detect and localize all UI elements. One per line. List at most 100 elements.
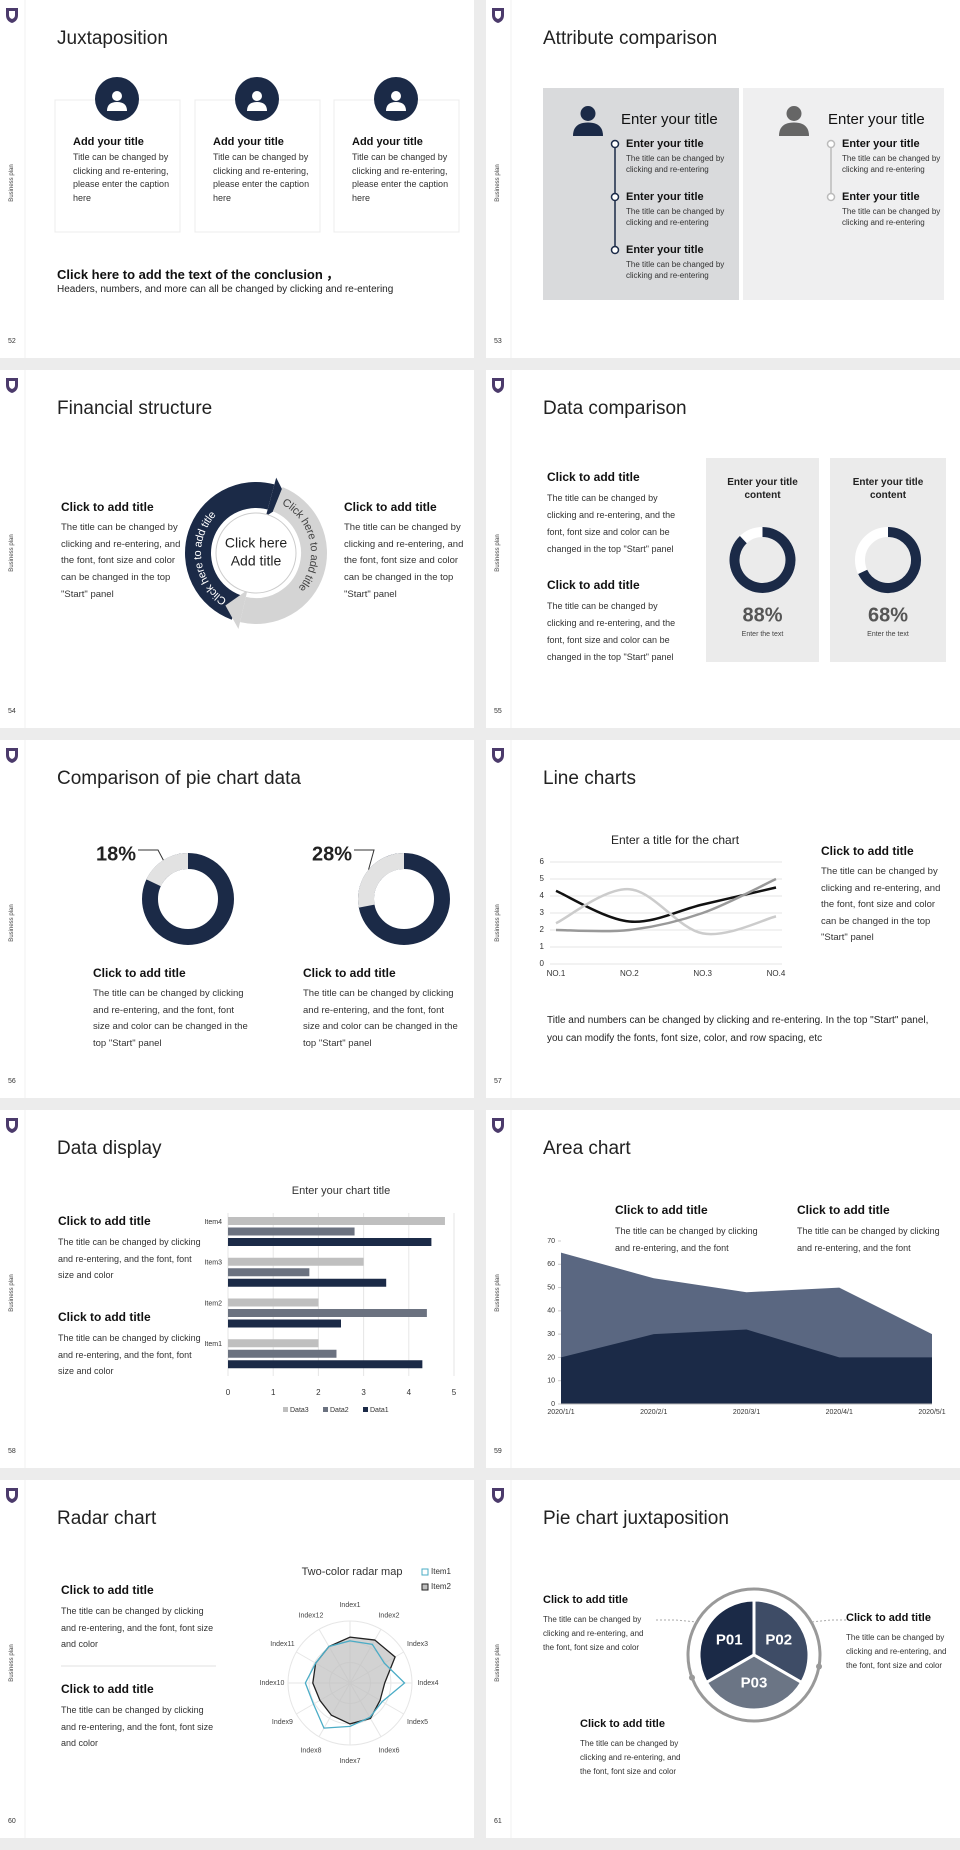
block-title: Click to add title (303, 966, 396, 980)
slide-graphics (6, 0, 460, 358)
block-title: Click to add title (58, 1214, 151, 1228)
line (555, 887, 777, 936)
page-number: 52 (8, 338, 16, 345)
slide: Click here to add title Click here to add… (0, 370, 474, 728)
block-title: Click to add title (797, 1203, 890, 1217)
arrow-arc (185, 482, 275, 620)
block-text: The title can be changed by clicking and… (797, 1226, 940, 1253)
chart-title: Enter a title for the chart (611, 833, 740, 847)
hub-label: Add title (231, 553, 282, 569)
logo (495, 1121, 501, 1129)
donut-arc (729, 527, 796, 593)
y-tick-label: 70 (547, 1238, 555, 1245)
radar-label: Index2 (378, 1612, 399, 1619)
ring-dot (815, 1663, 822, 1670)
panel (743, 88, 944, 300)
y-tick-label: 6 (540, 857, 545, 866)
timeline-dot (610, 139, 620, 149)
slide: 88% Enter the text 68% Enter the text Busine… (486, 370, 960, 728)
donut-arc (146, 853, 189, 887)
bar (228, 1278, 387, 1287)
radar-label: Index6 (378, 1747, 399, 1754)
slide-graphics: Two-color radar map Index1 Index2 Index3 Ind… (6, 1480, 452, 1838)
connector (811, 1619, 846, 1623)
block-text: The title can be changed by clicking and… (58, 1237, 201, 1280)
slide-title: Line charts (543, 768, 636, 789)
y-tick-label: 0 (551, 1401, 555, 1408)
bar (228, 1360, 423, 1369)
hub-label: Click here (225, 535, 287, 551)
x-tick-label: 2020/1/1 (547, 1409, 574, 1416)
ring-dot (688, 1674, 695, 1681)
side-label: Business plan (495, 534, 501, 572)
slide-title: Comparison of pie chart data (57, 768, 301, 789)
bar (228, 1268, 310, 1277)
y-tick-label: 30 (547, 1331, 555, 1338)
page-number: 61 (494, 1818, 502, 1825)
conclusion-title: Click here to add the text of the conclu… (57, 267, 340, 282)
line (555, 886, 777, 923)
side-label: Business plan (495, 1274, 501, 1312)
donut-arc (358, 853, 405, 908)
bar (228, 1227, 355, 1236)
slide-graphics: 88% Enter the text 68% Enter the text (492, 370, 946, 728)
chart-title: Two-color radar map (302, 1566, 403, 1578)
block-title: Click to add title (821, 844, 914, 858)
x-tick-label: NO.1 (547, 969, 566, 978)
y-tick-label: 20 (547, 1354, 555, 1361)
icon (247, 102, 267, 111)
card-title: Add your title (213, 136, 284, 148)
block-text: The title can be changed by clicking and… (615, 1226, 758, 1253)
x-tick-label: 1 (271, 1388, 276, 1397)
block-title: Click to add title (543, 1594, 628, 1606)
panel (543, 88, 739, 300)
item-title: Enter your title (626, 191, 704, 203)
y-tick-label: Item2 (204, 1300, 222, 1307)
icon (252, 91, 262, 101)
timeline-dot (826, 192, 836, 202)
radar-label: Index3 (407, 1641, 428, 1648)
radar-label: Index10 (260, 1680, 285, 1687)
x-tick-label: 2020/4/1 (826, 1409, 853, 1416)
y-tick-label: 0 (540, 959, 545, 968)
y-tick-label: 2 (540, 925, 545, 934)
radar-series (304, 1640, 406, 1729)
page-number: 56 (8, 1078, 16, 1085)
legend-label: Data2 (330, 1407, 349, 1414)
logo (9, 1121, 15, 1129)
radar-label: Index4 (417, 1680, 438, 1687)
item-text: The title can be changed by clicking and… (842, 154, 941, 174)
card-title: Add your title (73, 136, 144, 148)
side-label: Business plan (495, 904, 501, 942)
page-number: 59 (494, 1448, 502, 1455)
legend-swatch (283, 1407, 288, 1412)
item-title: Enter your title (626, 138, 704, 150)
block-text: The title can be changed by clicking and… (58, 1333, 201, 1376)
block-text: The title can be changed by clicking and… (547, 601, 676, 662)
legend-swatch (421, 1568, 429, 1576)
card-text: Title can be changed by clicking and re-… (73, 152, 170, 203)
donut-arc (858, 527, 921, 593)
bar (228, 1339, 319, 1348)
block-text: The title can be changed by clicking and… (543, 1615, 644, 1652)
block-title: Click to add title (547, 578, 640, 592)
x-tick-label: 2020/5/1 (918, 1409, 945, 1416)
y-tick-label: 5 (540, 874, 545, 883)
radar-label: Index11 (270, 1641, 294, 1648)
card-text: Title can be changed by clicking and re-… (352, 152, 449, 203)
card-title: Enter your title content (727, 477, 798, 501)
block-text: The title can be changed by clicking and… (61, 522, 181, 600)
card (706, 458, 819, 662)
logo (9, 1491, 15, 1499)
legend-label: Data3 (290, 1407, 309, 1414)
y-tick-label: 40 (547, 1308, 555, 1315)
side-label: Business plan (495, 164, 501, 202)
block-title: Click to add title (344, 500, 437, 514)
page-number: 53 (494, 338, 502, 345)
arrow-head (225, 590, 248, 630)
slide: Enter your chart title 0 1 2 3 4 5 Item1 Item2 It… (0, 1110, 474, 1468)
block-title: Click to add title (61, 1583, 154, 1597)
timeline-dot (826, 139, 836, 149)
icon (112, 91, 122, 101)
